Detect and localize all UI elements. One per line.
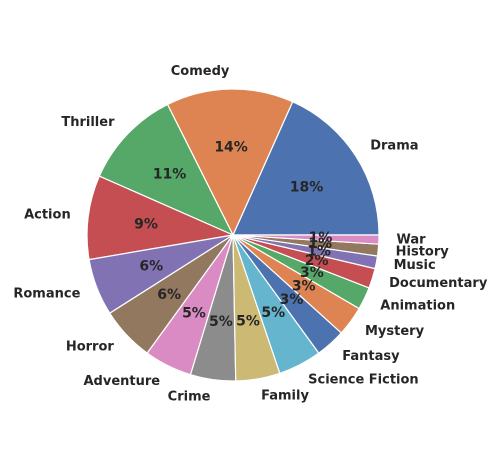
category-label-mystery: Mystery [365, 324, 425, 339]
percent-label-fantasy: 3% [280, 292, 304, 308]
percent-label-music: 1% [307, 243, 331, 259]
percent-label-adventure: 5% [182, 305, 206, 321]
percent-label-horror: 6% [157, 287, 181, 303]
category-label-horror: Horror [66, 339, 115, 354]
category-label-history: History [396, 244, 450, 259]
percent-label-thriller: 11% [153, 167, 187, 183]
category-label-family: Family [261, 389, 309, 404]
category-label-comedy: Comedy [171, 64, 230, 79]
percent-label-war: 1% [309, 230, 333, 246]
pie-slice-war [232, 234, 380, 245]
pie-slice-comedy [166, 88, 294, 237]
category-label-drama: Drama [370, 139, 418, 154]
percent-label-romance: 6% [139, 258, 163, 274]
category-label-action: Action [24, 208, 71, 223]
category-label-adventure: Adventure [84, 374, 161, 389]
percent-label-comedy: 14% [214, 139, 248, 155]
category-label-science-fiction: Science Fiction [308, 373, 419, 388]
pie-slice-drama [232, 100, 380, 236]
percent-label-family: 5% [236, 313, 260, 329]
category-label-crime: Crime [168, 389, 211, 404]
percent-label-action: 9% [134, 216, 158, 232]
category-label-documentary: Documentary [389, 276, 488, 291]
pie-slice-action [86, 175, 236, 261]
percent-label-mystery: 3% [292, 279, 316, 295]
percent-label-science-fiction: 5% [261, 305, 285, 321]
percent-label-history: 1% [308, 236, 332, 252]
percent-label-drama: 18% [290, 179, 324, 195]
category-label-romance: Romance [13, 286, 80, 301]
category-label-war: War [396, 233, 426, 248]
percent-label-documentary: 2% [305, 253, 329, 269]
category-label-thriller: Thriller [61, 115, 115, 130]
percent-label-crime: 5% [209, 314, 233, 330]
category-label-music: Music [394, 258, 436, 273]
pie-slice-thriller [98, 103, 235, 237]
category-label-fantasy: Fantasy [342, 349, 400, 364]
percent-label-animation: 3% [300, 265, 324, 281]
category-label-animation: Animation [380, 299, 455, 314]
